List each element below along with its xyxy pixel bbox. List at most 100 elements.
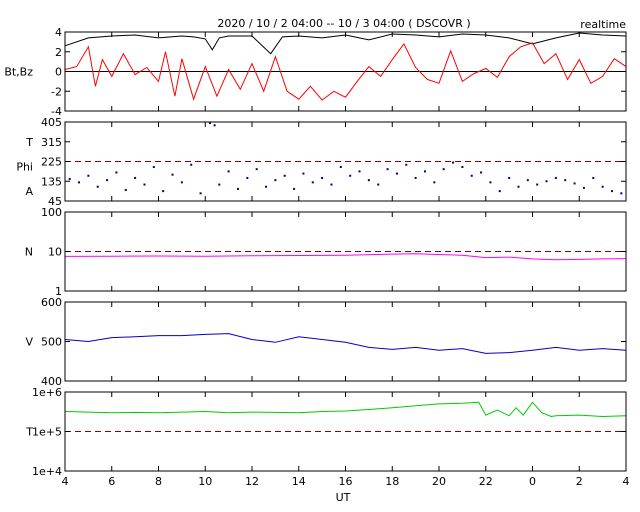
data-point <box>452 161 455 164</box>
data-point <box>302 172 305 175</box>
data-point <box>124 189 127 192</box>
data-point <box>461 165 464 168</box>
x-tick-label: 2 <box>576 475 583 488</box>
series-line-2 <box>64 42 627 101</box>
data-point <box>545 180 548 183</box>
x-tick-label: 14 <box>292 475 306 488</box>
y-tick-label: 45 <box>48 195 62 208</box>
data-point <box>489 181 492 184</box>
data-point <box>283 174 286 177</box>
data-point <box>517 185 520 188</box>
data-point <box>152 165 155 168</box>
data-point <box>573 182 576 185</box>
panel-frame <box>64 301 627 382</box>
panel-frame <box>64 391 627 472</box>
y-axis-label: N <box>25 246 33 259</box>
data-point <box>526 179 529 182</box>
realtime-badge: realtime <box>580 18 626 31</box>
y-axis-label: Bt,Bz <box>4 66 33 79</box>
x-axis-label: UT <box>336 491 351 504</box>
data-point <box>227 170 230 173</box>
data-point <box>554 176 557 179</box>
y-tick-label: 405 <box>41 116 62 129</box>
x-tick-label: 6 <box>108 475 115 488</box>
data-point <box>498 190 501 193</box>
data-point <box>470 174 473 177</box>
data-point <box>367 179 370 182</box>
data-point <box>480 171 483 174</box>
data-point <box>386 168 389 171</box>
y-tick-label: 400 <box>41 375 62 388</box>
y-tick-label: -2 <box>51 85 62 98</box>
y-tick-label: 0 <box>55 66 62 79</box>
y-tick-label: 1e+6 <box>32 386 62 399</box>
panel-2: 405 315 225 135 45 T Phi A <box>16 116 627 208</box>
x-tick-label: 4 <box>62 475 69 488</box>
data-point <box>582 186 585 189</box>
data-point <box>171 173 174 176</box>
y-axis-label: A <box>25 185 33 198</box>
series-line-1 <box>64 253 627 261</box>
data-point <box>564 179 567 182</box>
x-tick-label: 20 <box>432 475 446 488</box>
data-point <box>414 176 417 179</box>
data-point <box>274 179 277 182</box>
data-point <box>311 181 314 184</box>
y-tick-label: 135 <box>41 175 62 188</box>
data-point <box>255 168 258 171</box>
panel-4: 600 500 400 V <box>25 296 627 388</box>
data-point <box>199 192 202 195</box>
data-point <box>236 187 239 190</box>
data-point <box>106 179 109 182</box>
data-point <box>592 176 595 179</box>
series-line-1 <box>64 333 627 354</box>
data-point <box>143 183 146 186</box>
data-point <box>321 176 324 179</box>
data-point <box>218 183 221 186</box>
y-tick-label: 2 <box>55 46 62 59</box>
data-point <box>442 168 445 171</box>
x-tick-label: 0 <box>529 475 536 488</box>
data-point <box>134 176 137 179</box>
data-point <box>330 183 333 186</box>
data-point <box>293 187 296 190</box>
y-tick-label: 1e+4 <box>32 465 62 478</box>
y-tick-label: 315 <box>41 136 62 149</box>
data-point <box>265 185 268 188</box>
x-tick-label: 16 <box>339 475 353 488</box>
data-point <box>87 174 90 177</box>
y-tick-label: 100 <box>41 206 62 219</box>
data-point <box>213 124 216 127</box>
data-point <box>190 163 193 166</box>
panels: 420-2-4Bt,Bz40531522513545TPhiA100101N60… <box>4 26 629 488</box>
data-point <box>246 176 249 179</box>
data-point <box>601 185 604 188</box>
y-tick-label: -4 <box>51 105 62 118</box>
data-point <box>115 171 118 174</box>
data-point <box>377 183 380 186</box>
data-point <box>620 192 623 195</box>
data-point <box>349 174 352 177</box>
y-tick-label: 600 <box>41 296 62 309</box>
y-axis-label: T <box>25 426 33 439</box>
panel-1: 4 2 0 -2 -4 Bt,Bz <box>4 26 627 118</box>
y-axis-label: T <box>25 136 33 149</box>
data-point <box>162 190 165 193</box>
panel-frame <box>64 31 627 112</box>
panel-5: 1e+6 1e+5 1e+4 T <box>25 386 627 478</box>
series-line-1 <box>64 401 627 418</box>
data-point <box>180 181 183 184</box>
x-tick-label: 10 <box>198 475 212 488</box>
data-point <box>508 176 511 179</box>
data-point <box>405 163 408 166</box>
data-point <box>395 172 398 175</box>
data-point <box>96 185 99 188</box>
y-tick-label: 225 <box>41 156 62 169</box>
panel-3: 100 10 1 N <box>25 206 627 298</box>
y-axis-label: V <box>25 336 33 349</box>
panel-frame <box>64 121 627 202</box>
x-tick-label: 12 <box>245 475 259 488</box>
y-tick-label: 1e+5 <box>32 426 62 439</box>
data-point <box>68 178 71 181</box>
